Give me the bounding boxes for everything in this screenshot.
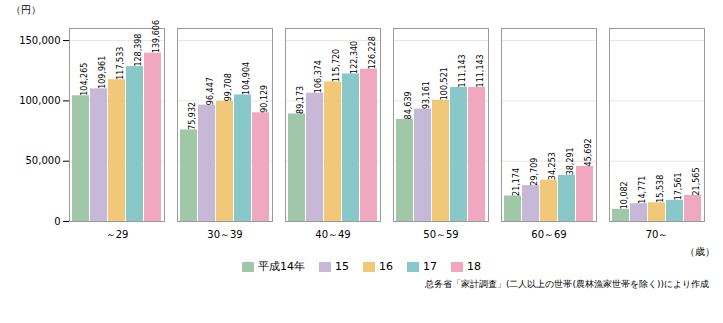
svg-text:84,639: 84,639 (404, 91, 413, 119)
svg-text:～29: ～29 (106, 229, 129, 240)
svg-text:45,692: 45,692 (584, 138, 593, 166)
svg-text:106,374: 106,374 (314, 60, 323, 93)
svg-text:10,082: 10,082 (620, 181, 629, 209)
svg-text:40～49: 40～49 (315, 229, 350, 240)
svg-text:126,228: 126,228 (368, 36, 377, 69)
svg-text:93,161: 93,161 (422, 81, 431, 109)
svg-text:139,606: 139,606 (152, 20, 161, 53)
svg-text:122,340: 122,340 (350, 41, 359, 74)
svg-text:128,398: 128,398 (134, 34, 143, 67)
svg-text:99,708: 99,708 (224, 73, 233, 101)
svg-text:38,291: 38,291 (566, 147, 575, 175)
html-text:平成14年: 平成14年 (258, 260, 305, 273)
svg-text:21,174: 21,174 (512, 168, 521, 196)
svg-text:100,521: 100,521 (440, 67, 449, 100)
html-text:17: 17 (423, 260, 437, 273)
svg-text:（歳）: （歳） (685, 246, 715, 257)
svg-text:117,533: 117,533 (116, 47, 125, 80)
html-text:16: 16 (379, 260, 393, 273)
svg-text:150,000: 150,000 (19, 35, 60, 46)
svg-text:14,771: 14,771 (638, 176, 647, 204)
html-text:总务省「家計調査」(二人以上の世帯(農林漁家世帯を除く))に: 总务省「家計調査」(二人以上の世帯(農林漁家世帯を除く))により作成 (425, 279, 709, 289)
html-text:15: 15 (335, 260, 349, 273)
svg-text:111,143: 111,143 (458, 54, 467, 87)
svg-text:75,932: 75,932 (188, 102, 197, 130)
svg-text:111,143: 111,143 (476, 54, 485, 87)
svg-text:17,561: 17,561 (674, 172, 683, 200)
svg-text:115,720: 115,720 (332, 49, 341, 82)
svg-text:15,538: 15,538 (656, 175, 665, 203)
svg-text:104,265: 104,265 (80, 63, 89, 96)
svg-text:50,000: 50,000 (26, 155, 61, 166)
html-text:18: 18 (467, 260, 481, 273)
svg-text:90,129: 90,129 (260, 85, 269, 113)
svg-text:30～39: 30～39 (207, 229, 242, 240)
svg-text:96,447: 96,447 (206, 77, 215, 105)
svg-text:50～59: 50～59 (423, 229, 458, 240)
svg-text:60～69: 60～69 (531, 229, 566, 240)
svg-text:29,709: 29,709 (530, 158, 539, 186)
svg-text:109,961: 109,961 (98, 56, 107, 89)
svg-text:70～: 70～ (646, 229, 669, 240)
svg-text:（円）: （円） (11, 4, 41, 15)
svg-text:89,173: 89,173 (296, 86, 305, 114)
svg-text:21,565: 21,565 (692, 167, 701, 195)
svg-text:104,904: 104,904 (242, 62, 251, 95)
svg-text:100,000: 100,000 (19, 95, 60, 106)
svg-text:34,253: 34,253 (548, 152, 557, 180)
svg-text:0: 0 (54, 216, 60, 227)
